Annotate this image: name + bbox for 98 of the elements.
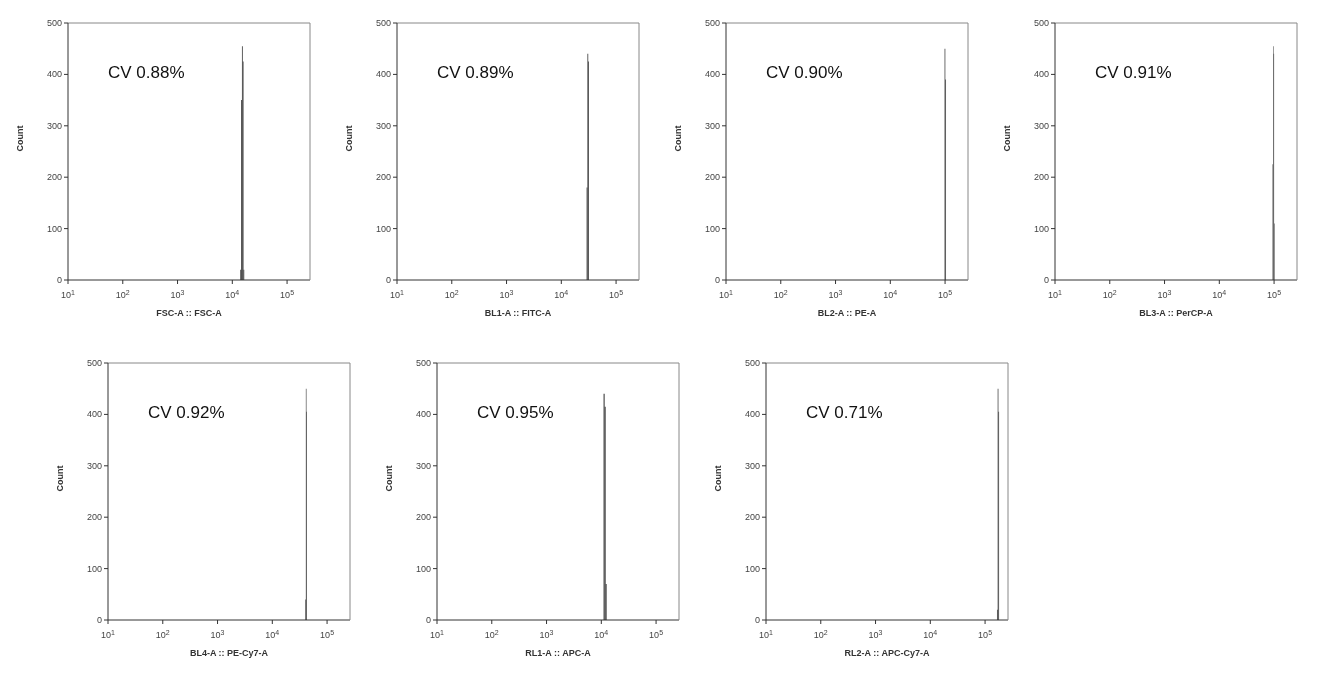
x-tick-label: 10$^{1}$ [1048,288,1063,300]
x-tick-label: 10$^{2}$ [1102,288,1117,300]
y-axis-title: Count [1002,125,1013,152]
y-tick-label: 200 [415,512,431,523]
y-tick-label: 0 [754,615,760,625]
y-axis-title: Count [713,465,724,492]
y-tick-label: 400 [704,69,720,80]
x-tick-label: 10$^{1}$ [759,628,774,640]
x-tick-label: 10$^{5}$ [609,288,624,300]
annotation: CV 0.89% [437,63,514,83]
y-tick-label: 500 [744,358,760,368]
x-tick-label: 10$^{3}$ [868,628,883,640]
y-tick-label: 400 [744,409,760,420]
y-tick-label: 100 [704,223,720,234]
x-tick-label: 10$^{2}$ [115,288,130,300]
x-tick-label: 10$^{1}$ [430,628,445,640]
x-axis-title: BL4-A :: PE-Cy7-A [189,648,269,658]
y-tick-label: 0 [56,275,62,285]
x-tick-label: 10$^{5}$ [649,628,664,640]
x-tick-label: 10$^{5}$ [978,628,993,640]
y-axis-title: Count [55,465,66,492]
annotation: CV 0.90% [766,63,843,83]
x-tick-label: 10$^{3}$ [539,628,554,640]
y-tick-label: 100 [375,223,391,234]
y-tick-label: 200 [704,172,720,183]
y-tick-label: 400 [415,409,431,420]
x-tick-label: 10$^{3}$ [1157,288,1172,300]
y-tick-label: 200 [1033,172,1049,183]
y-tick-label: 300 [704,120,720,131]
y-tick-label: 0 [714,275,720,285]
annotation: CV 0.91% [1095,63,1172,83]
y-tick-label: 500 [415,358,431,368]
x-tick-label: 10$^{3}$ [499,288,514,300]
y-tick-label: 300 [375,120,391,131]
y-tick-label: 100 [86,563,102,574]
y-tick-label: 300 [744,460,760,471]
x-tick-label: 10$^{5}$ [280,288,295,300]
x-tick-label: 10$^{2}$ [444,288,459,300]
x-tick-label: 10$^{4}$ [554,288,569,300]
x-tick-label: 10$^{3}$ [210,628,225,640]
x-tick-label: 10$^{4}$ [594,628,609,640]
x-axis-title: FSC-A :: FSC-A [156,308,223,318]
y-tick-label: 400 [46,69,62,80]
x-tick-label: 10$^{5}$ [1267,288,1282,300]
x-tick-label: 10$^{5}$ [320,628,335,640]
y-axis-title: Count [15,125,26,152]
y-tick-label: 300 [86,460,102,471]
x-tick-label: 10$^{2}$ [773,288,788,300]
y-axis-title: Count [344,125,355,152]
x-tick-label: 10$^{5}$ [938,288,953,300]
y-tick-label: 0 [96,615,102,625]
y-tick-label: 100 [415,563,431,574]
x-tick-label: 10$^{4}$ [883,288,898,300]
x-tick-label: 10$^{1}$ [390,288,405,300]
y-tick-label: 100 [744,563,760,574]
x-tick-label: 10$^{4}$ [1212,288,1227,300]
x-tick-label: 10$^{2}$ [813,628,828,640]
x-tick-label: 10$^{4}$ [225,288,240,300]
y-tick-label: 0 [385,275,391,285]
x-tick-label: 10$^{3}$ [828,288,843,300]
y-tick-label: 300 [46,120,62,131]
annotation: CV 0.71% [806,403,883,423]
x-tick-label: 10$^{2}$ [155,628,170,640]
y-tick-label: 500 [704,18,720,28]
y-tick-label: 500 [86,358,102,368]
x-axis-title: BL3-A :: PerCP-A [1139,308,1214,318]
x-tick-label: 10$^{3}$ [170,288,185,300]
y-tick-label: 0 [425,615,431,625]
x-tick-label: 10$^{1}$ [61,288,76,300]
x-tick-label: 10$^{2}$ [484,628,499,640]
y-tick-label: 0 [1043,275,1049,285]
y-tick-label: 300 [1033,120,1049,131]
y-tick-label: 100 [46,223,62,234]
annotation: CV 0.95% [477,403,554,423]
y-tick-label: 400 [375,69,391,80]
annotation: CV 0.88% [108,63,185,83]
annotation: CV 0.92% [148,403,225,423]
y-axis-title: Count [384,465,395,492]
x-tick-label: 10$^{1}$ [719,288,734,300]
x-axis-title: RL2-A :: APC-Cy7-A [844,648,930,658]
x-axis-title: BL2-A :: PE-A [817,308,877,318]
y-axis-title: Count [673,125,684,152]
y-tick-label: 300 [415,460,431,471]
y-tick-label: 200 [46,172,62,183]
y-tick-label: 200 [375,172,391,183]
x-tick-label: 10$^{4}$ [923,628,938,640]
x-tick-label: 10$^{4}$ [265,628,280,640]
y-tick-label: 400 [86,409,102,420]
y-tick-label: 100 [1033,223,1049,234]
y-tick-label: 500 [375,18,391,28]
y-tick-label: 200 [86,512,102,523]
y-tick-label: 500 [46,18,62,28]
y-tick-label: 500 [1033,18,1049,28]
x-axis-title: RL1-A :: APC-A [525,648,592,658]
y-tick-label: 400 [1033,69,1049,80]
x-axis-title: BL1-A :: FITC-A [484,308,552,318]
x-tick-label: 10$^{1}$ [101,628,116,640]
y-tick-label: 200 [744,512,760,523]
